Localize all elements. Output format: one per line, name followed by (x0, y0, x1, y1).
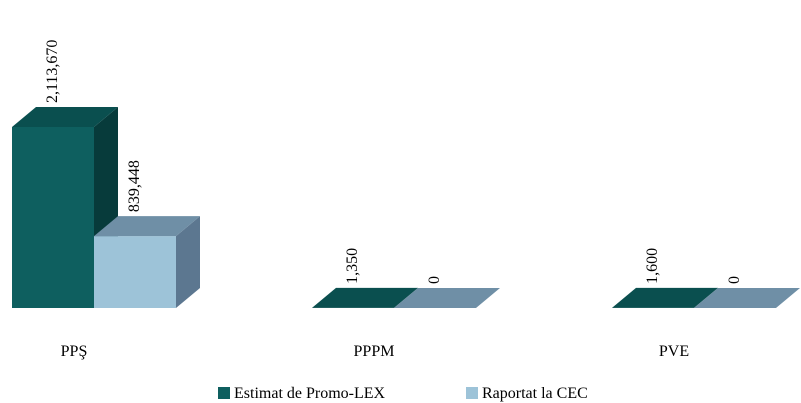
bar-top (394, 288, 500, 308)
bar-top (12, 107, 118, 127)
bar-top (694, 288, 800, 308)
bar (312, 287, 418, 308)
data-label: 2,113,670 (44, 40, 61, 103)
data-label: 1,600 (644, 248, 661, 284)
data-label: 0 (426, 276, 443, 284)
bar (394, 288, 500, 308)
bar-top (94, 216, 200, 237)
legend-swatch (218, 387, 230, 399)
bar (612, 287, 718, 308)
data-label: 839,448 (126, 160, 143, 212)
legend-swatch (466, 387, 478, 399)
bar-side (694, 287, 718, 308)
bar (94, 216, 200, 308)
bar-top (612, 287, 718, 308)
x-tick-label: PVE (659, 343, 689, 360)
legend-label: Estimat de Promo-LEX (234, 385, 386, 402)
bar (694, 288, 800, 308)
x-tick-label: PPŞ (61, 343, 88, 360)
data-label: 1,350 (344, 248, 361, 284)
bar-top (312, 287, 418, 308)
bar-side (176, 216, 200, 308)
legend-label: Raportat la CEC (482, 385, 588, 402)
data-label: 0 (726, 276, 743, 284)
bar-front (94, 236, 176, 308)
x-tick-label: PPPM (354, 343, 395, 360)
bar-side (394, 287, 418, 308)
bar-front (12, 127, 94, 308)
